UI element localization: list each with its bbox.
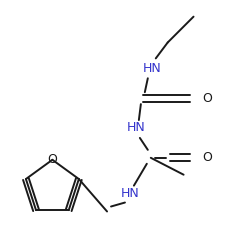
Text: HN: HN (142, 62, 161, 75)
Text: O: O (202, 92, 212, 105)
Text: O: O (48, 153, 57, 166)
Text: HN: HN (127, 122, 145, 134)
Text: HN: HN (120, 187, 139, 200)
Text: O: O (202, 151, 212, 164)
